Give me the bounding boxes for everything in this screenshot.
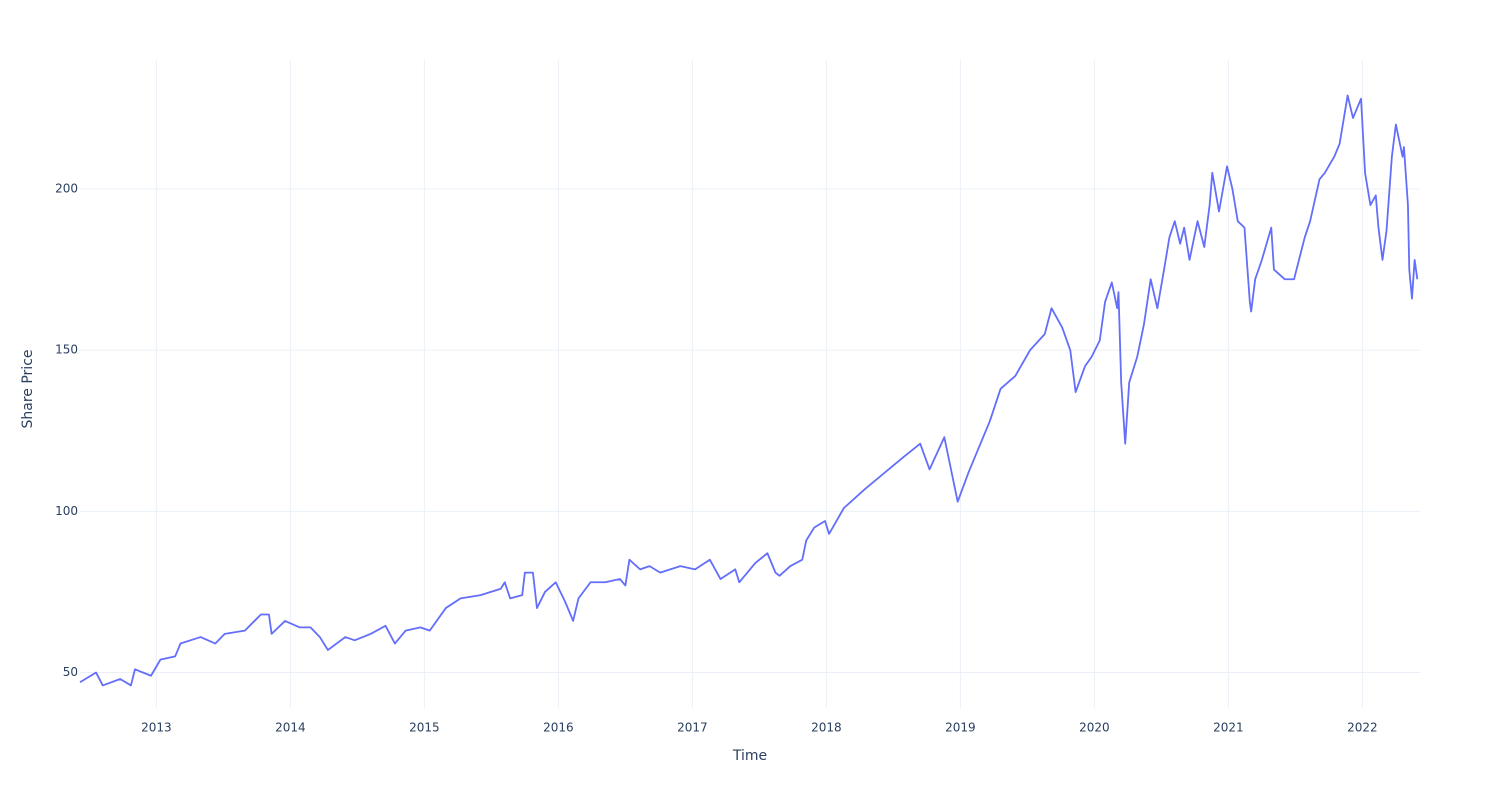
- x-tick-label: 2021: [1213, 721, 1244, 735]
- y-tick-label: 100: [55, 504, 78, 518]
- y-axis-title: Share Price: [20, 349, 36, 428]
- x-tick-label: 2020: [1079, 721, 1110, 735]
- grid: [80, 60, 1420, 708]
- x-tick-label: 2019: [945, 721, 976, 735]
- x-tick-label: 2018: [811, 721, 842, 735]
- x-tick-label: 2016: [543, 721, 574, 735]
- plot-area: [79, 94, 1419, 687]
- x-tick-label: 2017: [677, 721, 708, 735]
- x-tick-label: 2014: [275, 721, 306, 735]
- y-tick-label: 200: [55, 181, 78, 195]
- x-tick-label: 2013: [141, 721, 172, 735]
- price-line: [79, 94, 1419, 687]
- y-tick-label: 50: [63, 665, 78, 679]
- x-tick-label: 2022: [1347, 721, 1378, 735]
- x-axis-title: Time: [732, 748, 767, 764]
- y-tick-label: 150: [55, 343, 78, 357]
- x-tick-label: 2015: [409, 721, 440, 735]
